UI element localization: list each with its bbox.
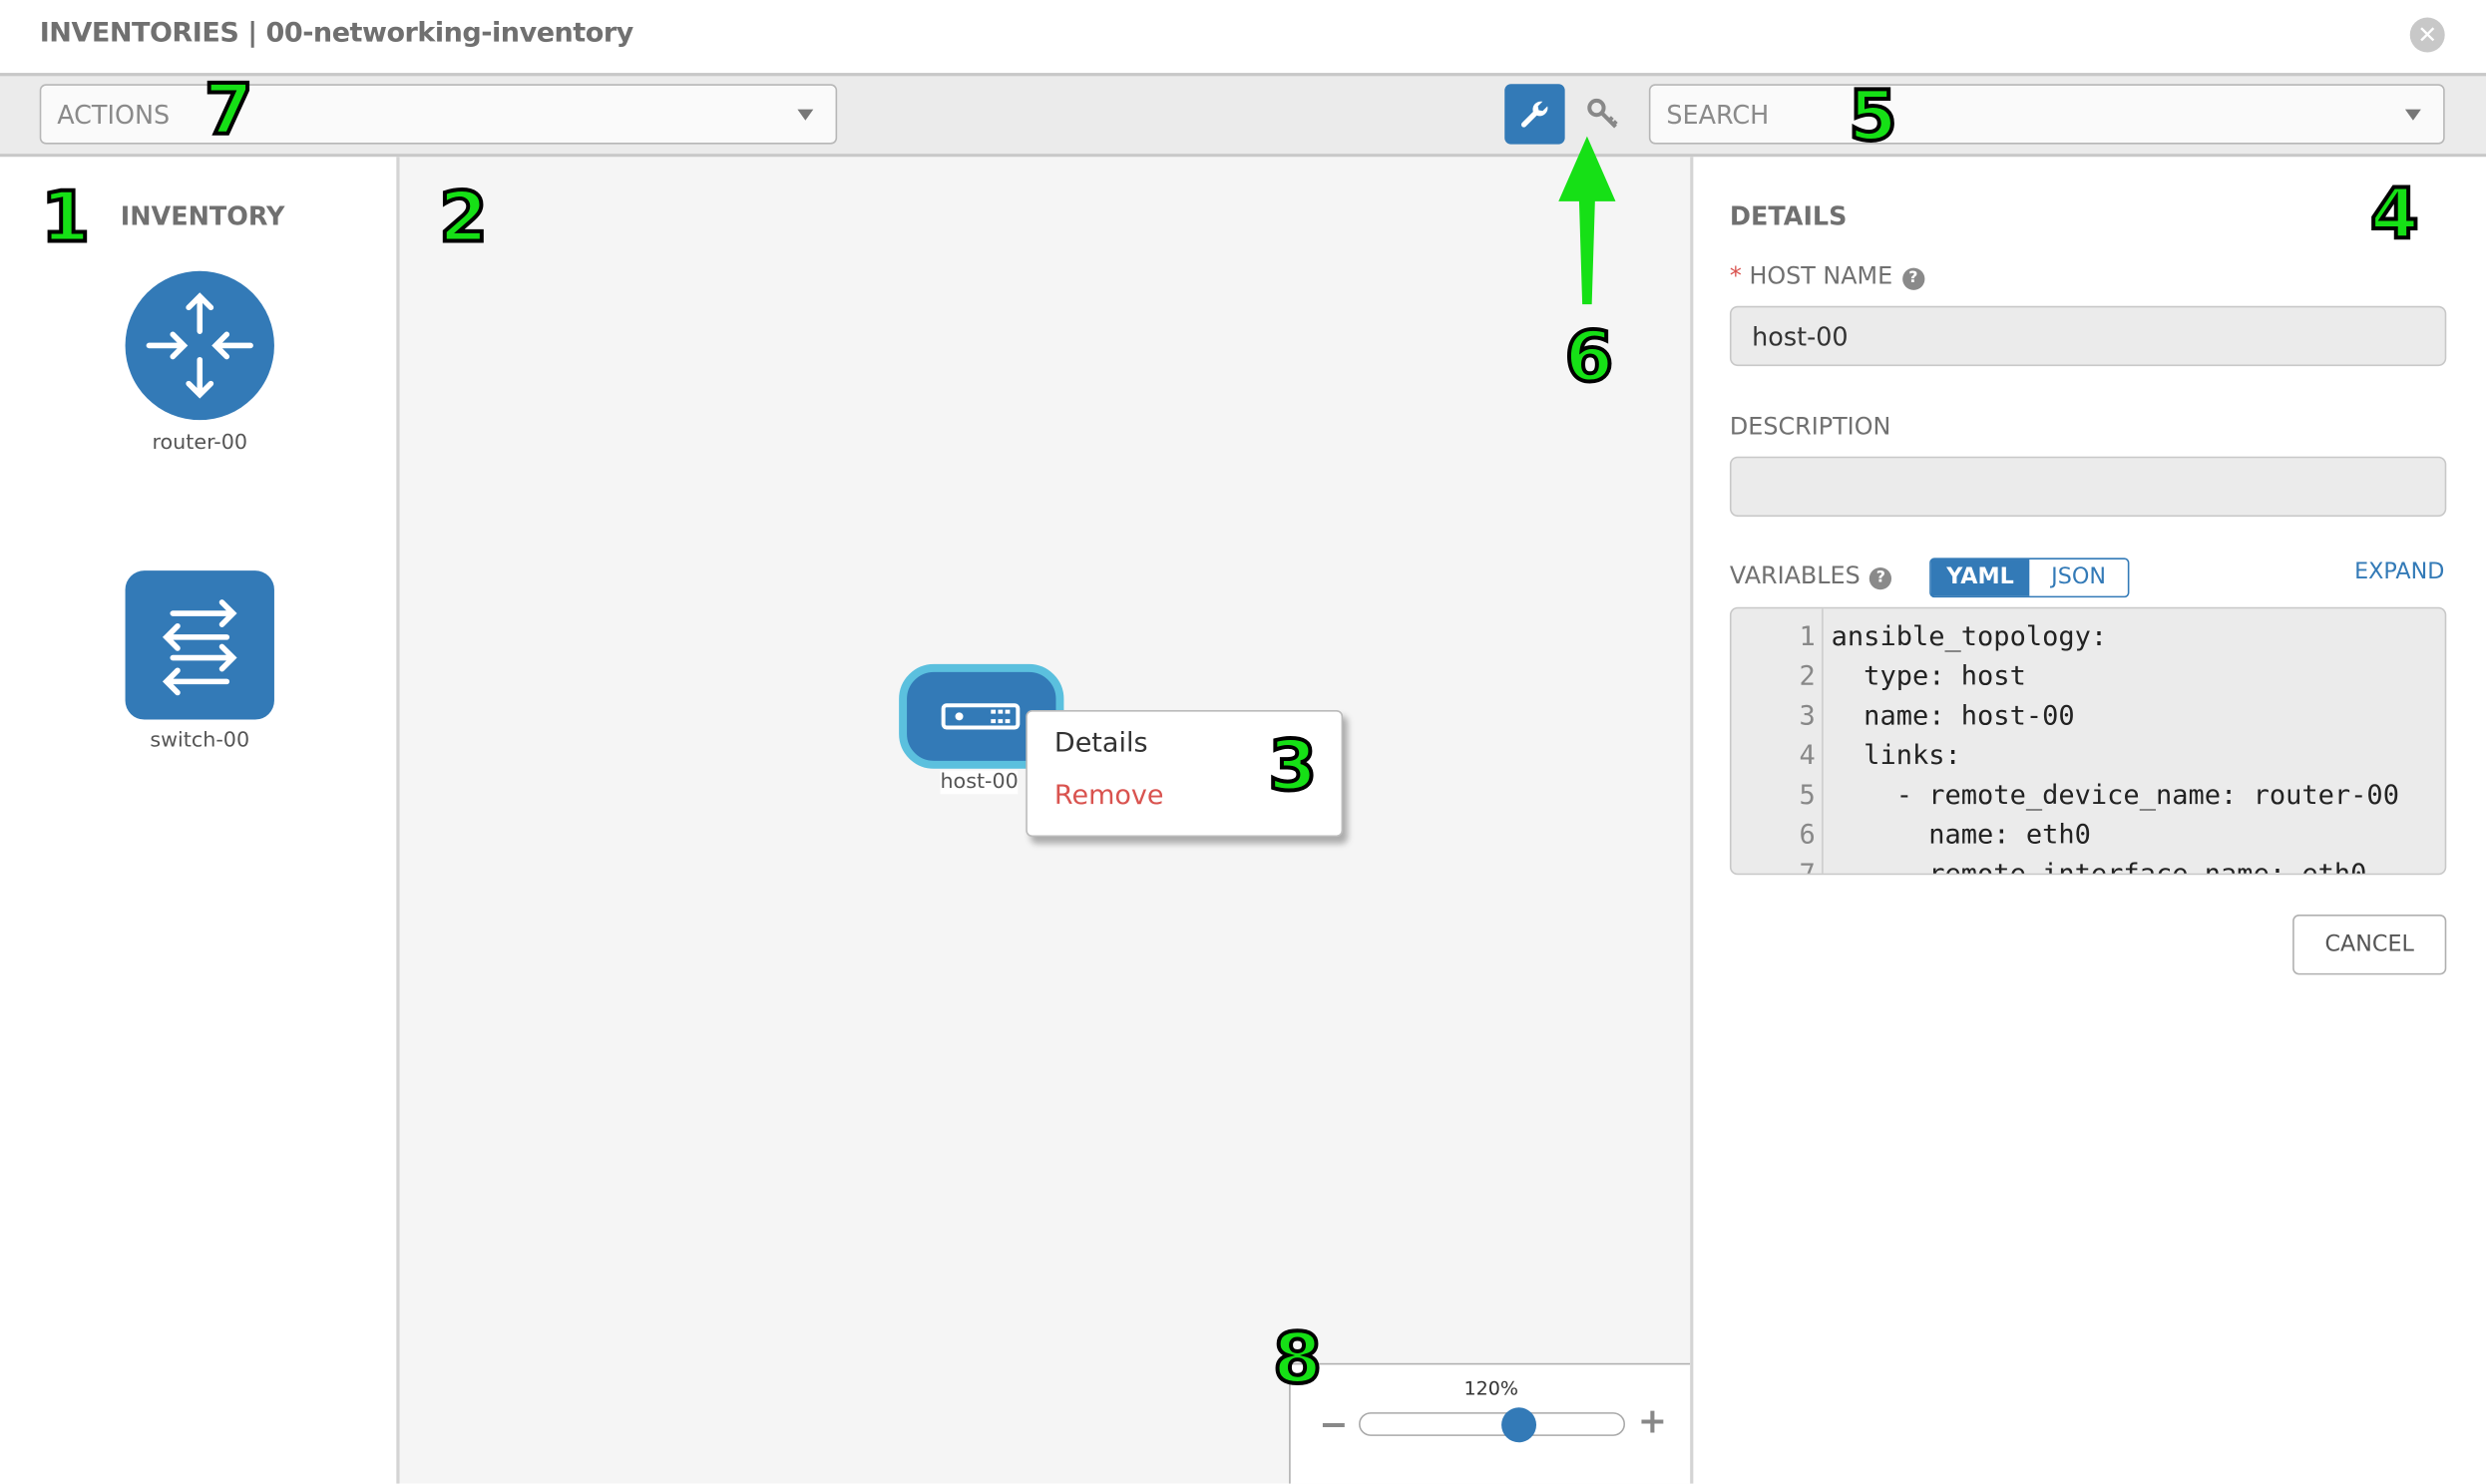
router-icon	[146, 292, 253, 399]
zoom-slider-track[interactable]	[1359, 1412, 1626, 1436]
host-name-input[interactable]: host-00	[1729, 305, 2447, 367]
variables-label: VARIABLES?	[1730, 561, 1892, 590]
json-toggle[interactable]: JSON	[2051, 563, 2106, 590]
search-placeholder: SEARCH	[1666, 100, 1770, 131]
actions-dropdown[interactable]: ACTIONS	[39, 84, 838, 145]
actions-placeholder: ACTIONS	[57, 100, 171, 131]
variables-code-editor[interactable]: 1 2 3 4 5 6 7 ansible_topology: type: ho…	[1729, 606, 2447, 876]
wrench-mode-button[interactable]	[1504, 84, 1565, 145]
key-icon	[1587, 98, 1618, 129]
key-mode-button[interactable]	[1582, 92, 1627, 137]
required-mark: *	[1729, 261, 1742, 290]
annotation-arrow-icon	[1558, 136, 1616, 305]
switch-icon	[162, 599, 237, 696]
zoom-out-button[interactable]: −	[1319, 1405, 1349, 1446]
annotation-5: 5	[1847, 76, 1899, 158]
variables-label-text: VARIABLES	[1729, 560, 1861, 590]
router-label: router-00	[152, 431, 248, 456]
page-title: INVENTORIES | 00-networking-inventory	[39, 17, 634, 50]
details-title: DETAILS	[1729, 200, 1848, 232]
annotation-1: 1	[39, 178, 92, 259]
inventory-item-switch[interactable]	[125, 570, 274, 720]
wrench-icon	[1520, 101, 1548, 128]
annotation-4: 4	[2368, 174, 2421, 255]
help-icon[interactable]: ?	[1901, 267, 1924, 290]
inventory-item-router[interactable]	[125, 270, 274, 421]
host-name-label: * HOST NAME?	[1730, 261, 1924, 290]
annotation-6: 6	[1563, 316, 1616, 398]
chevron-down-icon	[2404, 109, 2421, 121]
search-dropdown[interactable]: SEARCH	[1648, 84, 2445, 145]
chevron-down-icon	[797, 109, 814, 121]
zoom-in-button[interactable]: +	[1637, 1402, 1668, 1443]
zoom-widget: 120% − +	[1289, 1362, 1691, 1484]
code-content: ansible_topology: type: host name: host-…	[1831, 621, 2399, 876]
host-server-icon	[941, 703, 1021, 730]
annotation-7: 7	[203, 69, 255, 151]
description-input[interactable]	[1729, 456, 2447, 518]
host-node-label: host-00	[940, 770, 1019, 795]
annotation-8: 8	[1271, 1318, 1324, 1400]
annotation-2: 2	[437, 178, 490, 259]
line-numbers: 1 2 3 4 5 6 7	[1799, 621, 1816, 876]
zoom-slider-thumb[interactable]	[1500, 1407, 1536, 1443]
zoom-level-label: 120%	[1463, 1377, 1519, 1400]
format-toggle: YAML JSON	[1929, 557, 2130, 598]
annotation-3: 3	[1266, 725, 1319, 807]
description-label: DESCRIPTION	[1729, 412, 1891, 441]
close-icon[interactable]: ✕	[2409, 17, 2445, 53]
yaml-toggle[interactable]: YAML	[1930, 559, 2030, 596]
menu-item-details[interactable]: Details	[1053, 727, 1148, 760]
expand-link[interactable]: EXPAND	[2354, 559, 2445, 585]
help-icon[interactable]: ?	[1869, 566, 1892, 590]
context-menu: Details Remove	[1026, 710, 1344, 838]
line-number-gutter: 1 2 3 4 5 6 7	[1732, 608, 1824, 876]
cancel-button[interactable]: CANCEL	[2292, 915, 2447, 975]
switch-label: switch-00	[150, 729, 250, 753]
host-name-label-text: HOST NAME	[1749, 261, 1893, 290]
inventory-title: INVENTORY	[120, 200, 285, 232]
menu-item-remove[interactable]: Remove	[1053, 779, 1164, 812]
